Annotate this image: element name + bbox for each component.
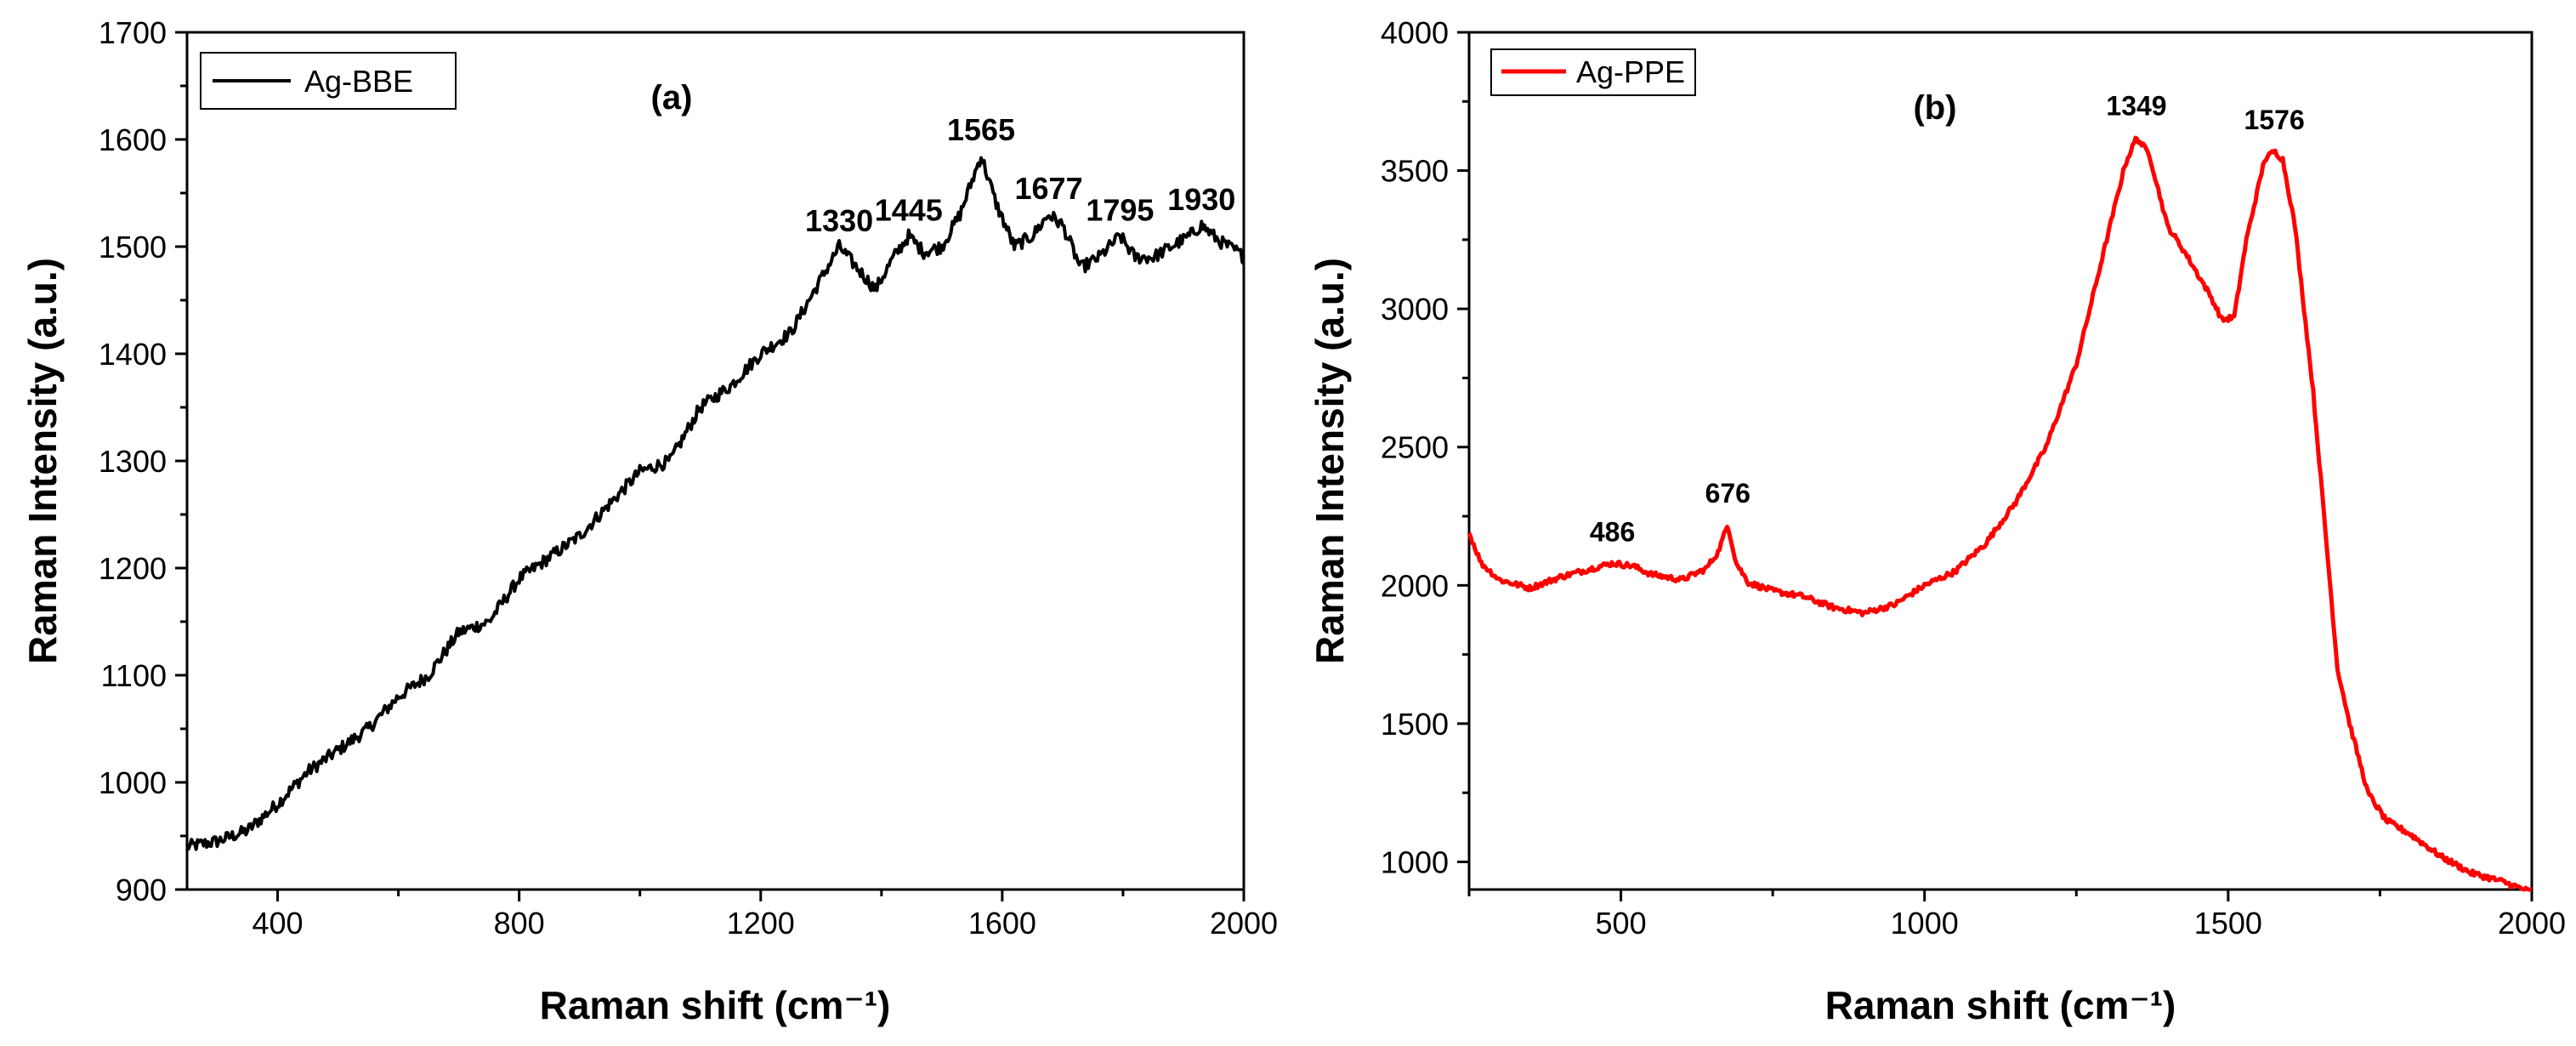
panel-a-chart: 400 800 1200 1600 2000 900 1000 1100 1200 1300 140… xyxy=(20,15,1278,1027)
panel-a-y-axis-label: Raman Intensity (a.u.) xyxy=(20,258,65,664)
peak-label-486: 486 xyxy=(1590,516,1635,547)
peak-label-1565: 1565 xyxy=(947,112,1015,147)
y-tick-label: 2500 xyxy=(1381,430,1449,465)
x-tick-label: 2000 xyxy=(1210,906,1278,941)
panel-a-tag: (a) xyxy=(651,79,693,117)
y-tick-label: 1400 xyxy=(99,337,167,372)
x-tick-label: 1600 xyxy=(968,906,1036,941)
y-tick-label: 1600 xyxy=(99,122,167,157)
peak-label-1349: 1349 xyxy=(2106,91,2166,122)
panel-b-chart: 500 1000 1500 2000 1000 1500 2000 2500 3000 3500 4… xyxy=(1308,15,2566,1027)
panel-b-y-axis-label: Raman Intensity (a.u.) xyxy=(1308,258,1352,664)
y-tick-label: 1500 xyxy=(99,230,167,264)
y-tick-label: 1000 xyxy=(1381,844,1449,879)
peak-label-1930: 1930 xyxy=(1167,182,1235,217)
panel-a-legend: Ag-BBE xyxy=(200,52,457,110)
x-tick-label: 1200 xyxy=(727,906,795,941)
peak-label-1576: 1576 xyxy=(2244,105,2305,135)
y-tick-label: 1200 xyxy=(99,551,167,586)
x-tick-label: 800 xyxy=(494,906,545,941)
x-tick-label: 1000 xyxy=(1891,906,1959,941)
panel-a-legend-label: Ag-BBE xyxy=(304,64,413,99)
panel-b-legend-label: Ag-PPE xyxy=(1576,54,1685,89)
y-tick-label: 1700 xyxy=(99,15,167,50)
panel-a-plot-frame xyxy=(185,31,1245,891)
y-tick-label: 3500 xyxy=(1381,154,1449,189)
x-tick-label: 1500 xyxy=(2194,906,2262,941)
y-tick-label: 1100 xyxy=(101,658,167,693)
panel-b-ticks: 500 1000 1500 2000 1000 1500 2000 2500 3000 3500 4… xyxy=(1381,15,2566,941)
y-tick-label: 900 xyxy=(116,873,167,907)
y-tick-label: 2000 xyxy=(1381,568,1449,603)
y-tick-label: 1300 xyxy=(99,444,167,479)
panel-b-plot-frame xyxy=(1467,31,2533,891)
panel-a-ticks: 400 800 1200 1600 2000 900 1000 1100 1200 1300 140… xyxy=(99,15,1278,941)
x-tick-label: 400 xyxy=(252,906,304,941)
panel-a-x-axis-label: Raman shift (cm⁻¹) xyxy=(540,983,891,1027)
panel-b-tag: (b) xyxy=(1913,89,1956,127)
x-tick-label: 2000 xyxy=(2498,906,2566,941)
x-tick-label: 500 xyxy=(1596,906,1647,941)
peak-label-1795: 1795 xyxy=(1086,192,1154,227)
panel-b-series-line xyxy=(1467,135,2533,892)
peak-label-1677: 1677 xyxy=(1015,171,1083,206)
panel-b-legend: Ag-PPE xyxy=(1490,48,1696,96)
y-tick-label: 1000 xyxy=(99,765,167,800)
panel-b-peak-labels: 486 676 1349 1576 xyxy=(1590,91,2305,548)
panel-b-x-axis-label: Raman shift (cm⁻¹) xyxy=(1825,983,2176,1027)
panel-a-series-line xyxy=(185,156,1245,851)
peak-label-1445: 1445 xyxy=(875,192,943,227)
y-tick-label: 1500 xyxy=(1381,707,1449,742)
peak-label-676: 676 xyxy=(1705,478,1750,509)
y-tick-label: 4000 xyxy=(1381,15,1449,50)
y-tick-label: 3000 xyxy=(1381,292,1449,327)
peak-label-1330: 1330 xyxy=(805,203,873,238)
